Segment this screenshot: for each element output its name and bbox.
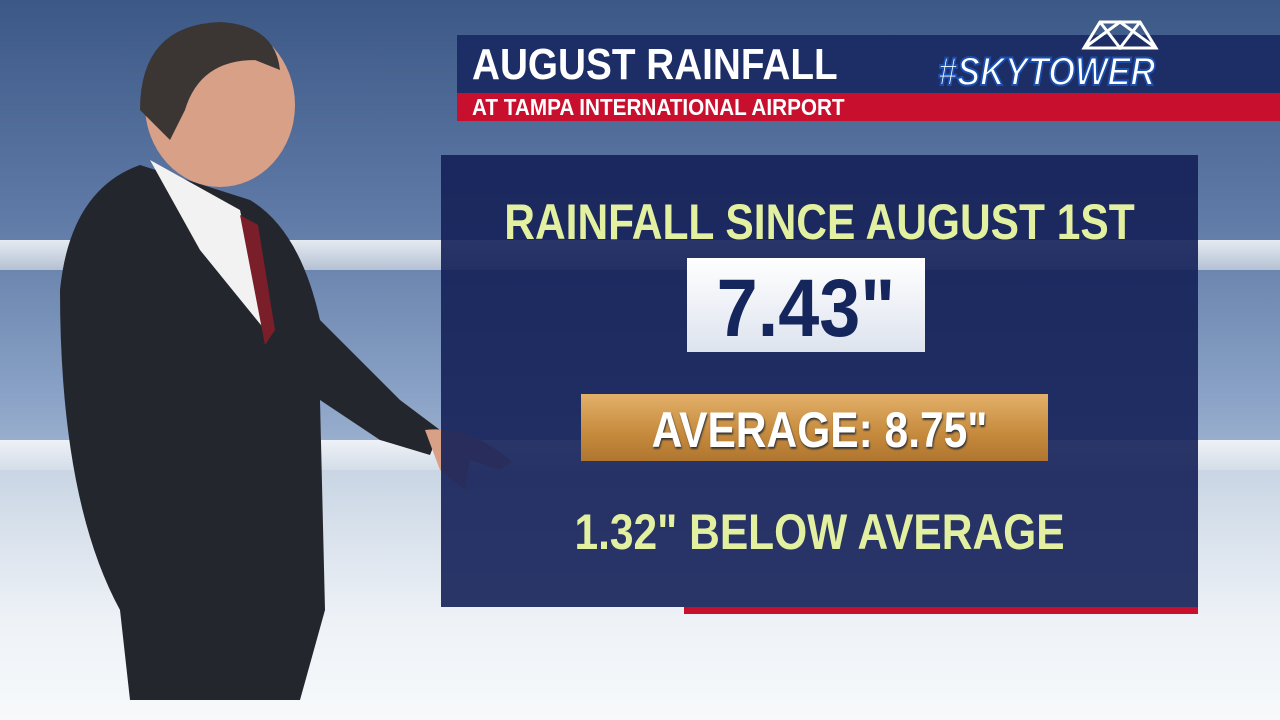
average-text: AVERAGE: 8.75" (651, 402, 988, 458)
header-subtitle: AT TAMPA INTERNATIONAL AIRPORT (472, 94, 845, 120)
average-bar (581, 394, 1048, 461)
panel-heading: RAINFALL SINCE AUGUST 1ST (504, 194, 1135, 250)
info-panel (441, 155, 1198, 607)
header-band (457, 35, 1280, 93)
brand-logo: #SKYTOWER (937, 49, 1156, 95)
difference-text: 1.32" BELOW AVERAGE (574, 504, 1065, 560)
header-title: AUGUST RAINFALL (472, 40, 838, 89)
rainfall-value: 7.43" (716, 263, 896, 354)
header-subband (457, 93, 1280, 121)
brand-icon (1081, 20, 1159, 50)
panel-accent (684, 607, 1198, 614)
presenter (60, 22, 512, 700)
value-box (687, 258, 925, 352)
